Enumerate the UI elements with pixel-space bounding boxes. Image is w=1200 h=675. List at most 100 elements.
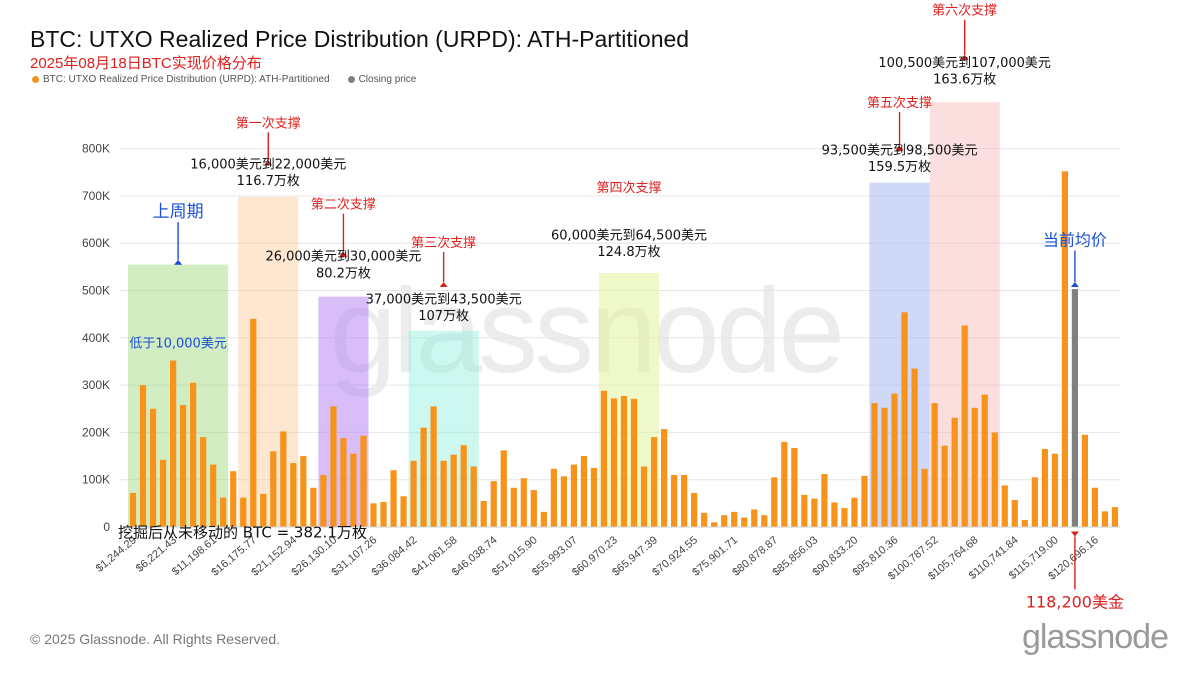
urpd-bar bbox=[971, 407, 978, 527]
annotation-label: 163.6万枚 bbox=[933, 72, 996, 87]
urpd-bar bbox=[340, 438, 347, 527]
annotation-arrowhead bbox=[960, 54, 969, 60]
annotation-label: 93,500美元到98,500美元 bbox=[822, 143, 978, 158]
urpd-bar bbox=[230, 471, 237, 527]
urpd-bar bbox=[891, 393, 898, 527]
urpd-bar bbox=[741, 517, 748, 527]
urpd-bar bbox=[260, 493, 267, 527]
chart-subtitle: 2025年08月18日BTC实现价格分布 bbox=[30, 55, 262, 72]
highlight-zone bbox=[869, 182, 930, 527]
urpd-bar bbox=[390, 470, 397, 527]
chart-title: BTC: UTXO Realized Price Distribution (U… bbox=[30, 26, 690, 52]
urpd-bar bbox=[250, 318, 257, 527]
urpd-bar bbox=[771, 477, 778, 527]
urpd-bar bbox=[801, 494, 808, 527]
urpd-bar bbox=[460, 445, 467, 527]
urpd-bar bbox=[961, 325, 968, 527]
legend-item-closing-price[interactable]: Closing price bbox=[347, 74, 417, 85]
annotation-label: 当前均价 bbox=[1043, 231, 1107, 250]
y-tick-label: 300K bbox=[82, 378, 110, 392]
urpd-bar bbox=[270, 451, 277, 527]
urpd-bar bbox=[600, 390, 608, 527]
urpd-bar bbox=[751, 509, 758, 527]
urpd-bar bbox=[921, 468, 928, 527]
annotation-label: 107万枚 bbox=[418, 309, 469, 324]
urpd-bar bbox=[520, 478, 527, 527]
annotation-label: 116.7万枚 bbox=[237, 174, 300, 189]
urpd-bar bbox=[540, 511, 547, 527]
annotation-arrowhead bbox=[174, 259, 183, 265]
urpd-bar bbox=[881, 407, 888, 527]
urpd-bar bbox=[1041, 448, 1048, 527]
urpd-bar bbox=[931, 403, 938, 527]
urpd-bar bbox=[410, 460, 417, 527]
legend-item-urpd[interactable]: BTC: UTXO Realized Price Distribution (U… bbox=[32, 74, 330, 85]
glassnode-watermark: glassnode bbox=[330, 264, 845, 398]
copyright-notice: © 2025 Glassnode. All Rights Reserved. bbox=[30, 631, 281, 647]
urpd-bar bbox=[1091, 487, 1099, 527]
annotation-label: 16,000美元到22,000美元 bbox=[190, 157, 346, 172]
annotation-label: 37,000美元到43,500美元 bbox=[366, 292, 522, 307]
urpd-bar bbox=[450, 454, 457, 527]
urpd-bar bbox=[1001, 485, 1008, 527]
urpd-bar bbox=[630, 398, 638, 527]
urpd-bar bbox=[129, 492, 137, 527]
urpd-bar bbox=[650, 437, 658, 527]
urpd-bar bbox=[330, 406, 337, 527]
urpd-bar bbox=[240, 497, 247, 527]
urpd-bar bbox=[480, 500, 487, 527]
annotation-label: 第六次支撑 bbox=[932, 3, 997, 19]
annotation-arrowhead bbox=[264, 160, 273, 166]
urpd-bar bbox=[811, 498, 818, 527]
y-tick-label: 700K bbox=[82, 189, 110, 203]
urpd-bar bbox=[951, 417, 958, 527]
annotation-label: 100,500美元到107,000美元 bbox=[878, 56, 1051, 71]
urpd-bar bbox=[550, 468, 557, 527]
y-tick-label: 400K bbox=[82, 331, 110, 345]
closing-price-bar bbox=[1071, 289, 1079, 527]
urpd-bar bbox=[470, 466, 477, 527]
annotation-arrowhead bbox=[1070, 531, 1079, 537]
urpd-bar bbox=[901, 312, 908, 527]
urpd-bar bbox=[440, 460, 447, 527]
urpd-bar bbox=[180, 404, 187, 527]
legend-label-closing-price: Closing price bbox=[358, 74, 417, 85]
urpd-bar bbox=[420, 427, 427, 527]
urpd-bar bbox=[1111, 507, 1119, 527]
urpd-bar bbox=[981, 394, 988, 527]
urpd-bar bbox=[761, 515, 768, 527]
urpd-bar bbox=[1011, 500, 1018, 527]
highlight-zone bbox=[238, 196, 299, 527]
urpd-bar bbox=[1101, 511, 1109, 527]
annotation-label: 118,200美金 bbox=[1026, 592, 1124, 611]
urpd-bar bbox=[530, 490, 537, 527]
urpd-bar bbox=[290, 463, 297, 527]
urpd-bar bbox=[640, 466, 648, 527]
annotation-label: 80.2万枚 bbox=[316, 266, 371, 281]
urpd-bar bbox=[791, 448, 798, 527]
urpd-bar bbox=[350, 453, 357, 527]
annotation-arrowhead bbox=[895, 145, 904, 151]
urpd-bar bbox=[670, 474, 678, 527]
urpd-bar bbox=[139, 385, 147, 527]
urpd-bar bbox=[560, 476, 567, 527]
urpd-bar bbox=[510, 487, 517, 527]
urpd-bar bbox=[1061, 171, 1068, 527]
annotation-label: 124.8万枚 bbox=[597, 245, 660, 260]
urpd-bar bbox=[430, 406, 437, 527]
urpd-bar bbox=[300, 456, 307, 527]
urpd-bar bbox=[620, 395, 628, 527]
urpd-bar bbox=[169, 360, 177, 527]
urpd-bar bbox=[360, 435, 367, 527]
urpd-bar bbox=[610, 398, 618, 527]
y-tick-label: 200K bbox=[82, 425, 110, 439]
y-tick-label: 600K bbox=[82, 236, 110, 250]
annotation-label: 低于10,000美元 bbox=[129, 336, 227, 351]
urpd-bar bbox=[1031, 477, 1038, 527]
urpd-bar bbox=[370, 503, 377, 527]
urpd-bar bbox=[159, 459, 167, 527]
legend-swatch-urpd bbox=[32, 76, 39, 83]
chart-legend: BTC: UTXO Realized Price Distribution (U… bbox=[32, 74, 416, 85]
annotation-arrowhead bbox=[439, 281, 448, 287]
